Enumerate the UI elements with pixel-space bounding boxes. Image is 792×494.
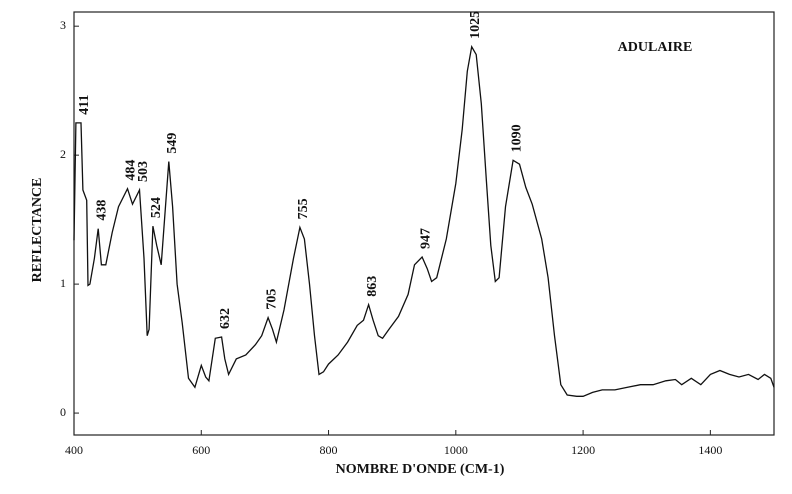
chart-title: ADULAIRE	[618, 40, 693, 55]
y-tick-label: 2	[60, 147, 66, 161]
spectrum-line	[73, 44, 775, 397]
peak-label: 484	[124, 160, 139, 181]
x-tick-label: 800	[320, 443, 338, 457]
peak-label: 947	[418, 228, 433, 249]
peak-label: 411	[77, 95, 92, 115]
plot-frame	[73, 11, 775, 436]
peak-label: 438	[94, 200, 109, 221]
x-tick-label: 1200	[571, 443, 595, 457]
peak-label: 503	[136, 161, 151, 182]
y-axis-label: REFLECTANCE	[30, 178, 45, 283]
peak-label: 863	[365, 276, 380, 297]
x-tick-label: 1000	[444, 443, 468, 457]
x-axis-label: NOMBRE D'ONDE (CM-1)	[336, 462, 505, 477]
peak-label: 1025	[468, 11, 483, 39]
peak-label: 632	[218, 308, 233, 329]
x-tick-label: 600	[192, 443, 210, 457]
y-tick-label: 3	[60, 18, 66, 32]
peak-label: 755	[296, 198, 311, 219]
peak-label: 524	[149, 197, 164, 218]
peak-label: 1090	[509, 124, 524, 152]
peak-label: 549	[165, 133, 180, 154]
x-tick-label: 400	[65, 443, 83, 457]
y-tick-label: 1	[60, 276, 66, 290]
y-tick-label: 0	[60, 405, 66, 419]
peak-label: 705	[264, 289, 279, 310]
x-tick-label: 1400	[698, 443, 722, 457]
